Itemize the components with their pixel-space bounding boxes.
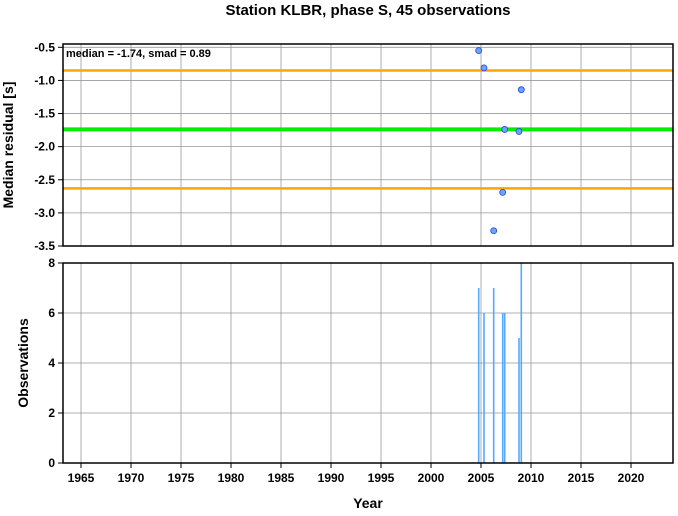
top-y-tick-label: -3.0	[34, 206, 55, 220]
bar	[503, 313, 506, 463]
x-tick-label: 1970	[118, 471, 145, 485]
bar	[483, 313, 485, 463]
bottom-y-tick-label: 4	[48, 356, 55, 370]
top-y-tick-label: -2.0	[34, 140, 55, 154]
bottom-ylabel: Observations	[15, 318, 31, 408]
data-point	[499, 188, 507, 196]
top-y-tick-label: -1.5	[34, 107, 55, 121]
chart-title: Station KLBR, phase S, 45 observations	[225, 2, 510, 19]
data-point	[501, 126, 509, 133]
top-annotation: median = -1.74, smad = 0.89	[66, 48, 211, 60]
x-tick-label: 1980	[218, 471, 245, 485]
top-y-tick-label: -0.5	[34, 40, 55, 54]
top-y-tick-label: -1.0	[34, 73, 55, 87]
bottom-y-tick-label: 8	[48, 256, 55, 270]
x-tick-label: 2015	[568, 471, 595, 485]
bar	[518, 338, 520, 463]
bar	[477, 288, 480, 463]
data-point	[515, 128, 523, 135]
top-y-tick-label: -3.5	[34, 239, 55, 253]
x-axis-label: Year	[353, 495, 383, 511]
bottom-y-tick-label: 0	[48, 456, 55, 470]
x-tick-label: 2005	[468, 471, 495, 485]
data-point	[517, 86, 525, 94]
x-tick-label: 2010	[518, 471, 545, 485]
top-plot-frame	[62, 43, 674, 247]
x-tick-label: 2020	[618, 471, 645, 485]
x-tick-label: 1965	[68, 471, 95, 485]
bottom-y-tick-label: 2	[48, 406, 55, 420]
bar	[492, 288, 495, 463]
x-tick-label: 2000	[418, 471, 445, 485]
x-tick-label: 1990	[318, 471, 345, 485]
bar	[520, 263, 523, 463]
data-point	[490, 227, 498, 235]
data-point	[475, 47, 483, 55]
bottom-y-tick-label: 6	[48, 306, 55, 320]
data-point	[480, 64, 488, 72]
x-tick-label: 1975	[168, 471, 195, 485]
top-y-tick-label: -2.5	[34, 173, 55, 187]
top-ylabel: Median residual [s]	[0, 82, 16, 209]
bar	[501, 313, 504, 463]
bottom-plot-frame	[62, 262, 674, 464]
x-tick-label: 1995	[368, 471, 395, 485]
x-tick-label: 1985	[268, 471, 295, 485]
